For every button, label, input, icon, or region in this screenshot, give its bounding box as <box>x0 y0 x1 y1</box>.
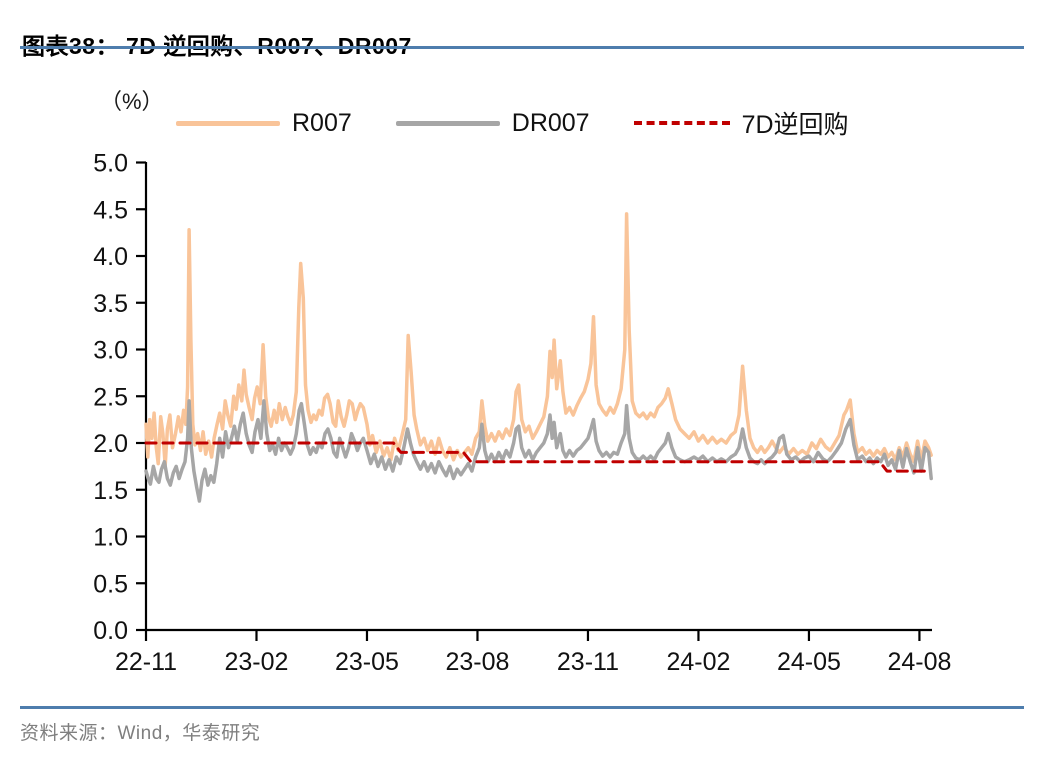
x-tick-label: 24-02 <box>666 648 730 676</box>
y-tick-label: 2.0 <box>93 430 128 458</box>
x-tick-label: 23-08 <box>445 648 509 676</box>
y-tick-label: 1.5 <box>93 477 128 505</box>
title-divider <box>20 46 1024 49</box>
y-axis-unit-label: （%） <box>100 89 164 114</box>
policy-rate-dashed-swatch <box>633 121 730 125</box>
y-tick-label: 0.0 <box>93 617 128 645</box>
series-7D逆回购 <box>144 441 933 473</box>
y-tick-label: 0.5 <box>93 570 128 598</box>
legend-item-r007: R007 <box>176 109 352 138</box>
x-tick-label: 23-11 <box>557 648 619 676</box>
x-tick-label: 24-08 <box>887 648 951 676</box>
y-tick-label: 2.5 <box>93 383 128 411</box>
y-tick-label: 3.0 <box>93 337 128 365</box>
legend-item-policy-rate: 7D逆回购 <box>633 105 849 141</box>
y-tick-label: 1.0 <box>93 524 128 552</box>
chart-legend: R007 DR007 7D逆回购 <box>176 106 849 140</box>
dr007-line-swatch <box>395 120 500 126</box>
source-note: 资料来源：Wind，华泰研究 <box>20 723 261 744</box>
x-tick-label: 23-05 <box>335 648 399 676</box>
legend-label-dr007: DR007 <box>511 108 590 137</box>
legend-label-policy-rate: 7D逆回购 <box>741 111 849 139</box>
x-tick-label: 22-11 <box>115 648 177 676</box>
series-R007 <box>144 212 933 468</box>
series-DR007 <box>144 399 933 503</box>
legend-label-r007: R007 <box>292 108 352 137</box>
axes <box>144 162 932 632</box>
y-tick-label: 3.5 <box>93 290 128 318</box>
y-tick-label: 4.0 <box>93 243 128 271</box>
x-tick-label: 23-02 <box>225 648 289 676</box>
r007-line-swatch <box>176 120 280 126</box>
x-tick-label: 24-05 <box>777 648 841 676</box>
y-tick-label: 5.0 <box>93 150 128 178</box>
y-tick-label: 4.5 <box>93 196 128 224</box>
legend-item-dr007: DR007 <box>395 108 590 138</box>
footer-divider <box>20 706 1024 709</box>
